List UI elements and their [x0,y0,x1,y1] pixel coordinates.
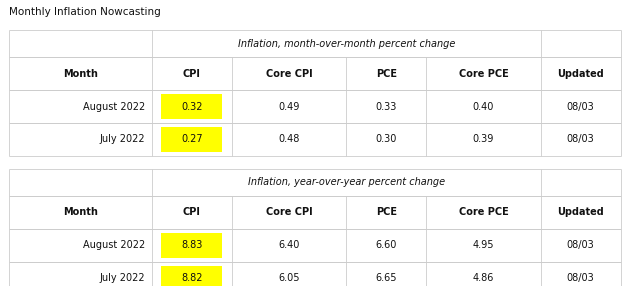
Text: 0.49: 0.49 [278,102,300,112]
Text: PCE: PCE [375,207,397,217]
Bar [161,94,222,119]
Text: PCE: PCE [375,69,397,79]
Bar [161,233,222,258]
Text: 4.95: 4.95 [472,240,494,250]
Text: 8.82: 8.82 [181,273,202,283]
Text: Core CPI: Core CPI [266,207,312,217]
Text: 0.27: 0.27 [181,134,203,144]
Text: 08/03: 08/03 [567,102,595,112]
Text: Month: Month [63,69,98,79]
Text: 0.33: 0.33 [375,102,397,112]
Text: July 2022: July 2022 [100,134,146,144]
Text: July 2022: July 2022 [100,273,146,283]
Text: CPI: CPI [183,69,201,79]
Text: Updated: Updated [558,207,604,217]
Text: 0.40: 0.40 [472,102,494,112]
Text: 6.05: 6.05 [278,273,300,283]
Text: CPI: CPI [183,207,201,217]
Text: 6.40: 6.40 [278,240,300,250]
Text: 08/03: 08/03 [567,134,595,144]
Text: 08/03: 08/03 [567,240,595,250]
Text: Month: Month [63,207,98,217]
Text: Core CPI: Core CPI [266,69,312,79]
Text: 4.86: 4.86 [472,273,494,283]
Text: 0.32: 0.32 [181,102,202,112]
Text: August 2022: August 2022 [83,240,146,250]
Bar [161,266,222,286]
Text: 0.30: 0.30 [375,134,397,144]
Text: August 2022: August 2022 [83,102,146,112]
Text: Inflation, month-over-month percent change: Inflation, month-over-month percent chan… [238,39,455,49]
Text: 6.65: 6.65 [375,273,397,283]
Text: 8.83: 8.83 [181,240,202,250]
Text: Inflation, year-over-year percent change: Inflation, year-over-year percent change [248,177,445,187]
Text: Core PCE: Core PCE [459,207,508,217]
Text: 0.48: 0.48 [278,134,300,144]
Bar [161,127,222,152]
Text: 08/03: 08/03 [567,273,595,283]
Text: Core PCE: Core PCE [459,69,508,79]
Text: 6.60: 6.60 [375,240,397,250]
Text: Monthly Inflation Nowcasting: Monthly Inflation Nowcasting [9,7,161,17]
Text: 0.39: 0.39 [472,134,494,144]
Text: Updated: Updated [558,69,604,79]
